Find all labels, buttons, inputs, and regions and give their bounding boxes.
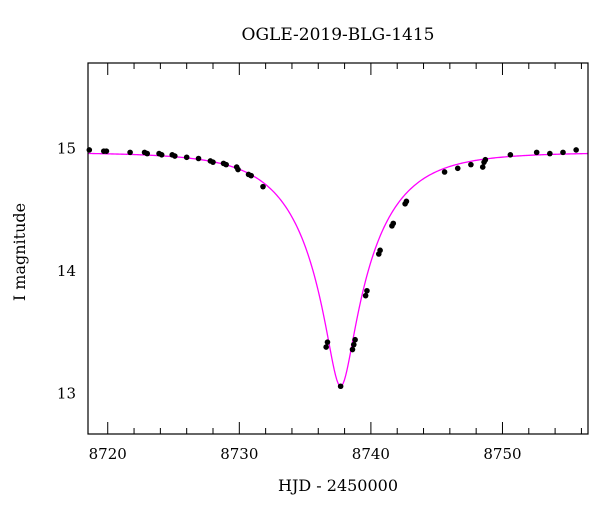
data-point: [235, 166, 241, 173]
data-point: [364, 287, 370, 294]
x-tick-label: 8730: [220, 445, 258, 463]
axis-ticks: [107, 63, 582, 434]
data-point: [479, 164, 486, 170]
data-point: [533, 149, 540, 156]
data-point: [158, 152, 165, 158]
x-tick-label: 8750: [483, 445, 521, 463]
data-point: [127, 149, 133, 156]
y-tick-label: 14: [57, 262, 76, 280]
data-point: [352, 336, 358, 343]
data-point: [260, 183, 266, 190]
data-point: [441, 169, 448, 175]
data-point: [324, 339, 331, 345]
x-tick-label: 8720: [89, 445, 127, 463]
data-point: [560, 149, 566, 156]
data-point: [377, 247, 383, 254]
data-point: [507, 152, 514, 158]
data-point: [248, 172, 254, 179]
data-point: [183, 154, 190, 161]
data-point: [403, 198, 410, 205]
x-tick-label: 8740: [352, 445, 390, 463]
data-point: [547, 150, 553, 157]
data-point: [454, 165, 461, 172]
data-point: [210, 159, 216, 165]
data-point: [103, 148, 110, 154]
data-point: [323, 344, 329, 350]
data-point: [337, 383, 344, 390]
data-point: [86, 147, 93, 153]
y-tick-label: 13: [57, 385, 76, 403]
data-point: [195, 155, 202, 162]
data-point: [172, 153, 178, 159]
data-point: [349, 346, 356, 353]
data-point: [482, 156, 489, 163]
data-point: [390, 220, 397, 227]
data-point: [573, 147, 579, 153]
data-points: [86, 147, 579, 390]
plot-frame: [87, 62, 589, 435]
data-point: [468, 161, 474, 168]
data-point: [362, 292, 369, 299]
data-point: [144, 150, 151, 157]
y-axis-label: I magnitude: [10, 203, 29, 301]
y-tick-label: 15: [57, 140, 76, 158]
chart-title: OGLE-2019-BLG-1415: [242, 25, 435, 45]
data-point: [350, 341, 357, 348]
data-point: [223, 161, 229, 168]
model-curve: [87, 152, 589, 387]
x-axis-label: HJD - 2450000: [278, 476, 398, 495]
axis-tick-labels: 8720 8730 8740 8750 13 14 15: [57, 140, 522, 463]
